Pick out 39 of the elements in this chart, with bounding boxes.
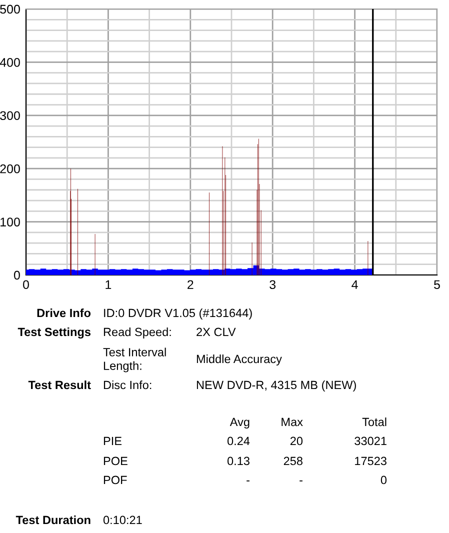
text: - <box>246 480 250 482</box>
text: Test Result <box>28 380 91 390</box>
y-tick-label: 400 <box>0 58 20 67</box>
text: 0.13 <box>227 456 250 466</box>
y-tick-label: 300 <box>0 111 20 120</box>
x-tick-label: 0 <box>23 280 29 290</box>
text: - <box>300 480 302 482</box>
y-tick-label: 200 <box>0 164 20 174</box>
text: Test Duration <box>16 515 90 524</box>
text: ID:0 DVDR V1.05 (#131644) <box>104 308 252 320</box>
text: PIE <box>104 436 122 446</box>
text: Middle Accuracy <box>196 354 282 366</box>
text: POE <box>104 456 128 466</box>
text: Total <box>362 417 386 426</box>
text: 258 <box>284 456 302 466</box>
text: 0:10:21 <box>103 516 142 524</box>
text: 20 <box>290 436 303 446</box>
y-tick-label: 500 <box>0 4 20 14</box>
y-tick-label: 0 <box>14 270 20 280</box>
x-tick-label: 2 <box>188 280 194 289</box>
text: Disc Info: <box>104 380 152 390</box>
text: POF <box>104 476 127 484</box>
text: NEW DVD-R, 4315 MB (NEW) <box>196 380 356 392</box>
text: 0.24 <box>227 436 250 446</box>
text: Max <box>282 418 303 426</box>
x-tick-label: 4 <box>352 280 358 289</box>
text: Read Speed: <box>104 327 171 339</box>
text: 17523 <box>355 456 386 466</box>
x-tick-label: 3 <box>270 280 276 290</box>
text: Avg <box>230 418 250 429</box>
y-tick-label: 100 <box>0 218 20 226</box>
x-tick-label: 5 <box>434 280 440 290</box>
text: 2X CLV <box>196 328 236 336</box>
x-tick-label: 1 <box>106 280 112 289</box>
text: Test Settings <box>18 327 91 339</box>
text: 33021 <box>354 436 386 446</box>
text: Test Interval Length: <box>103 348 166 372</box>
text: Drive Info <box>37 308 91 318</box>
text: 0 <box>380 476 387 484</box>
